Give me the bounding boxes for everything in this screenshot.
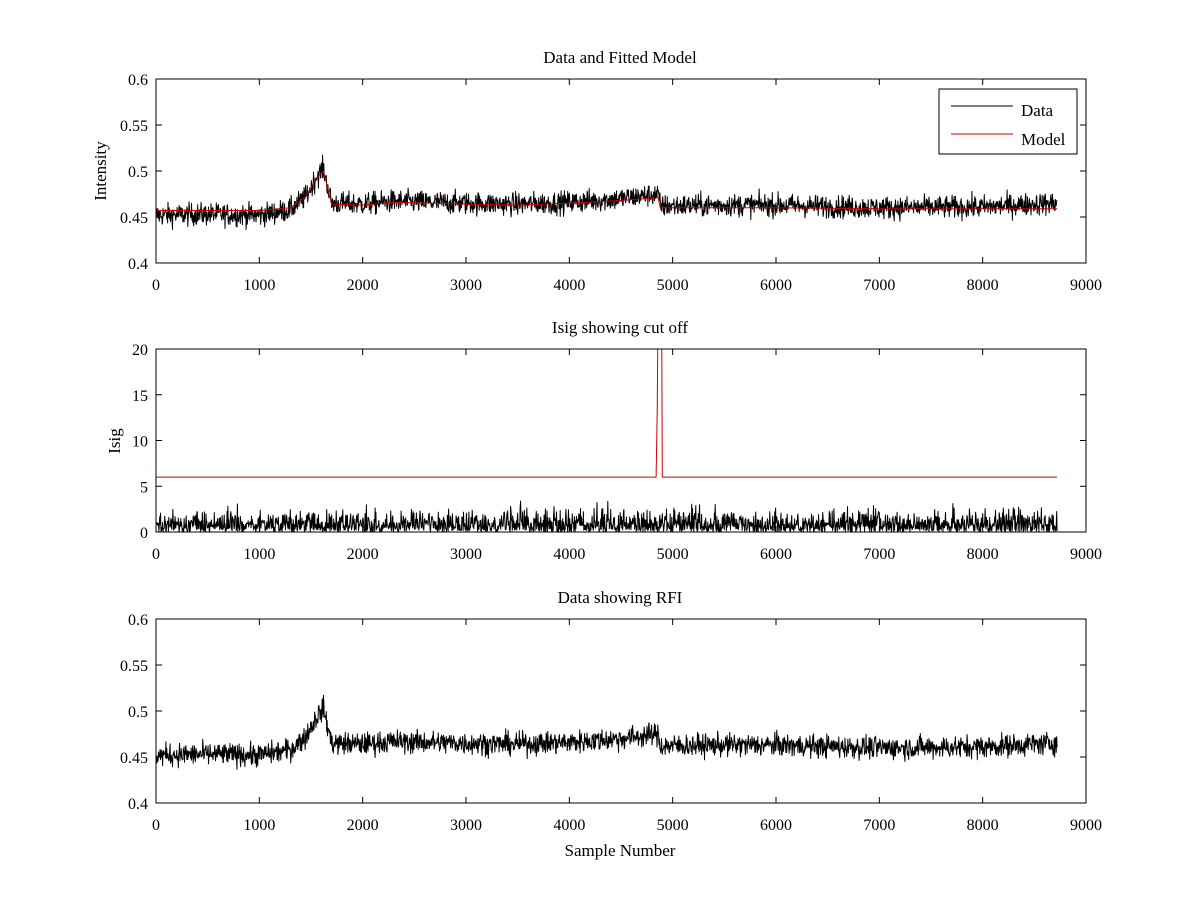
x-tick-label: 3000 [450,277,482,294]
y-tick-label: 0.55 [120,658,148,675]
x-tick-label: 9000 [1070,817,1102,834]
axis-ticks: 0 1000 2000 3000 4000 5000 6000 7000 8000 9000 0 5 1… [132,342,1102,563]
legend: Data Model [938,88,1078,155]
x-tick-label: 0 [152,546,160,563]
series-layer [155,694,1058,770]
series-layer [155,348,1058,533]
x-tick-label: 5000 [657,546,689,563]
legend-box [938,88,1078,155]
plot-title: Data showing RFI [558,588,683,607]
x-tick-label: 5000 [657,817,689,834]
series-line-cutoff [156,348,1058,478]
y-tick-label: 10 [132,434,148,451]
x-tick-label: 6000 [760,817,792,834]
legend-label-model: Model [1021,130,1066,149]
x-tick-label: 8000 [967,817,999,834]
y-tick-label: 0.4 [128,256,148,273]
series-line-model [156,170,1058,212]
y-tick-label: 0.4 [128,796,148,813]
y-tick-label: 0.5 [128,164,148,181]
y-tick-label: 15 [132,388,148,405]
y-axis-label: Intensity [91,141,110,201]
y-axis-label: Isig [105,428,124,454]
x-tick-label: 9000 [1070,277,1102,294]
x-tick-label: 1000 [243,817,275,834]
x-tick-label: 0 [152,817,160,834]
y-tick-label: 0.45 [120,210,148,227]
x-tick-label: 2000 [347,546,379,563]
axes-box [155,78,1087,264]
x-tick-label: 4000 [553,817,585,834]
y-tick-label: 0.6 [128,72,148,89]
x-tick-label: 5000 [657,277,689,294]
series-layer [155,154,1058,230]
plot-title: Isig showing cut off [552,318,688,337]
series-line-isig [155,500,1058,533]
axes-box [155,348,1087,533]
x-tick-label: 0 [152,277,160,294]
x-tick-label: 6000 [760,546,792,563]
x-tick-label: 2000 [347,817,379,834]
legend-label-data: Data [1021,101,1054,120]
x-tick-label: 7000 [863,277,895,294]
subplot-data-and-fitted-model: Data and Fitted Model Intensity 0 1000 200… [91,48,1102,294]
x-tick-label: 1000 [243,546,275,563]
y-tick-label: 0.55 [120,118,148,135]
x-tick-label: 8000 [967,277,999,294]
y-tick-label: 0 [140,525,148,542]
axes-box [155,618,1087,804]
series-line-isig [155,694,1058,770]
x-tick-label: 4000 [553,546,585,563]
x-tick-label: 3000 [450,546,482,563]
x-tick-label: 3000 [450,817,482,834]
y-tick-label: 0.6 [128,612,148,629]
x-tick-label: 9000 [1070,546,1102,563]
y-tick-label: 0.5 [128,704,148,721]
x-tick-label: 8000 [967,546,999,563]
plot-title: Data and Fitted Model [543,48,697,67]
x-tick-label: 7000 [863,546,895,563]
x-axis-label: Sample Number [565,841,676,860]
axis-ticks: 0 1000 2000 3000 4000 5000 6000 7000 8000 9000 0.4… [120,72,1102,294]
subplot-data-showing-rfi: Data showing RFI 0 1000 2000 3000 4000 5000 60… [120,588,1102,860]
y-tick-label: 0.45 [120,750,148,767]
x-tick-label: 1000 [243,277,275,294]
x-tick-label: 6000 [760,277,792,294]
y-tick-label: 5 [140,479,148,496]
subplot-isig-showing-cut-off: Isig showing cut off Isig 0 1000 2000 3000 4… [105,318,1102,563]
y-tick-label: 20 [132,342,148,359]
axis-ticks: 0 1000 2000 3000 4000 5000 6000 7000 8000 9000 0.4… [120,612,1102,834]
x-tick-label: 7000 [863,817,895,834]
x-tick-label: 4000 [553,277,585,294]
x-tick-label: 2000 [347,277,379,294]
